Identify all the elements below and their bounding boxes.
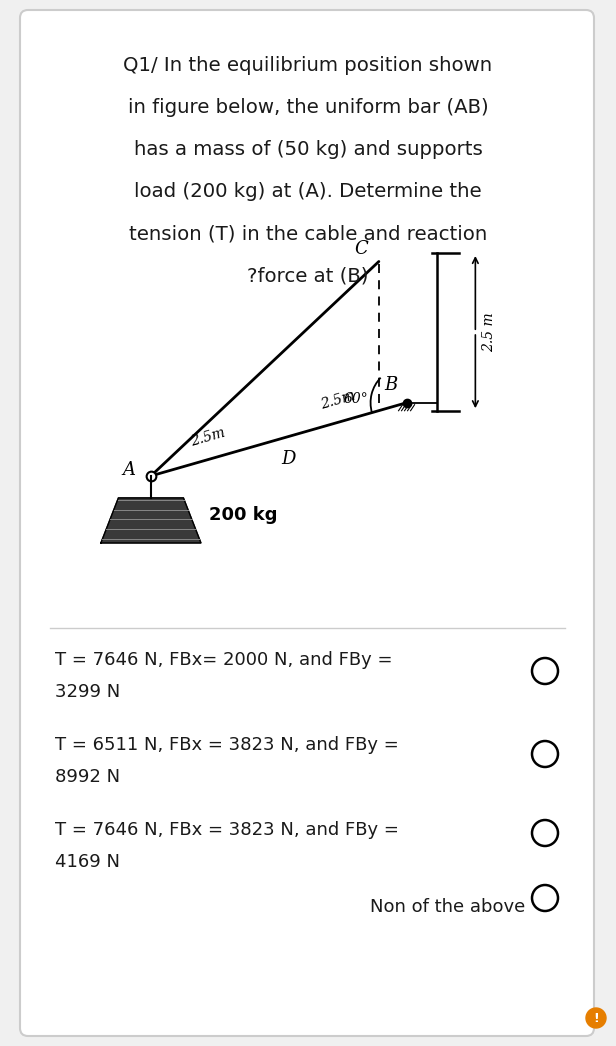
Circle shape <box>586 1008 606 1028</box>
Text: T = 7646 N, FBx = 3823 N, and FBy =: T = 7646 N, FBx = 3823 N, and FBy = <box>55 821 399 839</box>
Text: load (200 kg) at (A). Determine the: load (200 kg) at (A). Determine the <box>134 182 482 201</box>
Text: D: D <box>281 451 296 469</box>
Text: T = 7646 N, FBx= 2000 N, and FBy =: T = 7646 N, FBx= 2000 N, and FBy = <box>55 651 392 669</box>
Text: 2.5m: 2.5m <box>318 389 356 412</box>
Text: 60°: 60° <box>344 392 368 406</box>
Text: T = 6511 N, FBx = 3823 N, and FBy =: T = 6511 N, FBx = 3823 N, and FBy = <box>55 736 399 754</box>
Text: tension (T) in the cable and reaction: tension (T) in the cable and reaction <box>129 224 487 243</box>
Text: B: B <box>384 376 397 393</box>
Text: has a mass of (50 kg) and supports: has a mass of (50 kg) and supports <box>134 140 482 159</box>
Text: 2.5 m: 2.5 m <box>482 313 496 351</box>
FancyBboxPatch shape <box>20 10 594 1036</box>
Text: in figure below, the uniform bar (AB): in figure below, the uniform bar (AB) <box>128 98 488 117</box>
Text: C: C <box>354 241 368 258</box>
Text: 200 kg: 200 kg <box>209 506 277 524</box>
Text: ?force at (B): ?force at (B) <box>247 266 369 285</box>
Text: A: A <box>123 461 136 479</box>
Text: 2.5m: 2.5m <box>188 426 227 449</box>
Text: 8992 N: 8992 N <box>55 768 120 786</box>
Text: Non of the above: Non of the above <box>370 899 525 916</box>
Polygon shape <box>101 498 201 543</box>
Text: !: ! <box>593 1011 599 1024</box>
Text: 3299 N: 3299 N <box>55 683 120 701</box>
Text: 4169 N: 4169 N <box>55 852 120 871</box>
Text: Q1/ In the equilibrium position shown: Q1/ In the equilibrium position shown <box>123 56 493 75</box>
